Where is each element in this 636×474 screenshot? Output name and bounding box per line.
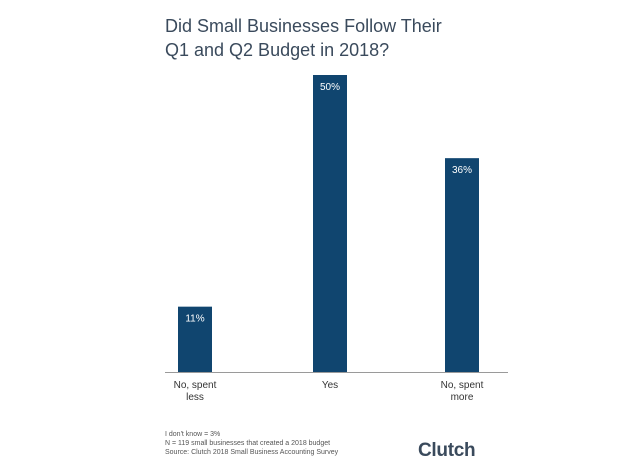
bar-value-label-0: 11%	[185, 314, 204, 325]
clutch-logo: Clutch	[418, 440, 476, 461]
category-label-0-line-0: No, spent	[174, 380, 217, 391]
bar-0	[178, 306, 212, 372]
category-label-1-line-0: Yes	[322, 380, 338, 391]
chart-title-line-2: Q1 and Q2 Budget in 2018?	[165, 40, 390, 60]
category-label-2-line-0: No, spent	[441, 380, 484, 391]
footnote-dont-know: I don't know = 3%	[165, 431, 221, 438]
bar-1	[313, 75, 347, 372]
chart-title-line-1: Did Small Businesses Follow Their	[165, 16, 442, 36]
footnote-sample-size: N = 119 small businesses that created a …	[165, 440, 331, 447]
bar-value-label-2: 36%	[452, 165, 472, 176]
category-label-2-line-1: more	[451, 392, 474, 403]
category-label-0-line-1: less	[186, 392, 204, 403]
bar-2	[445, 158, 479, 372]
footnote-source: Source: Clutch 2018 Small Business Accou…	[165, 449, 339, 456]
chart-title: Did Small Businesses Follow Their Q1 and…	[165, 14, 495, 62]
footnotes: I don't know = 3% N = 119 small business…	[165, 430, 338, 457]
bar-value-label-1: 50%	[320, 82, 340, 93]
